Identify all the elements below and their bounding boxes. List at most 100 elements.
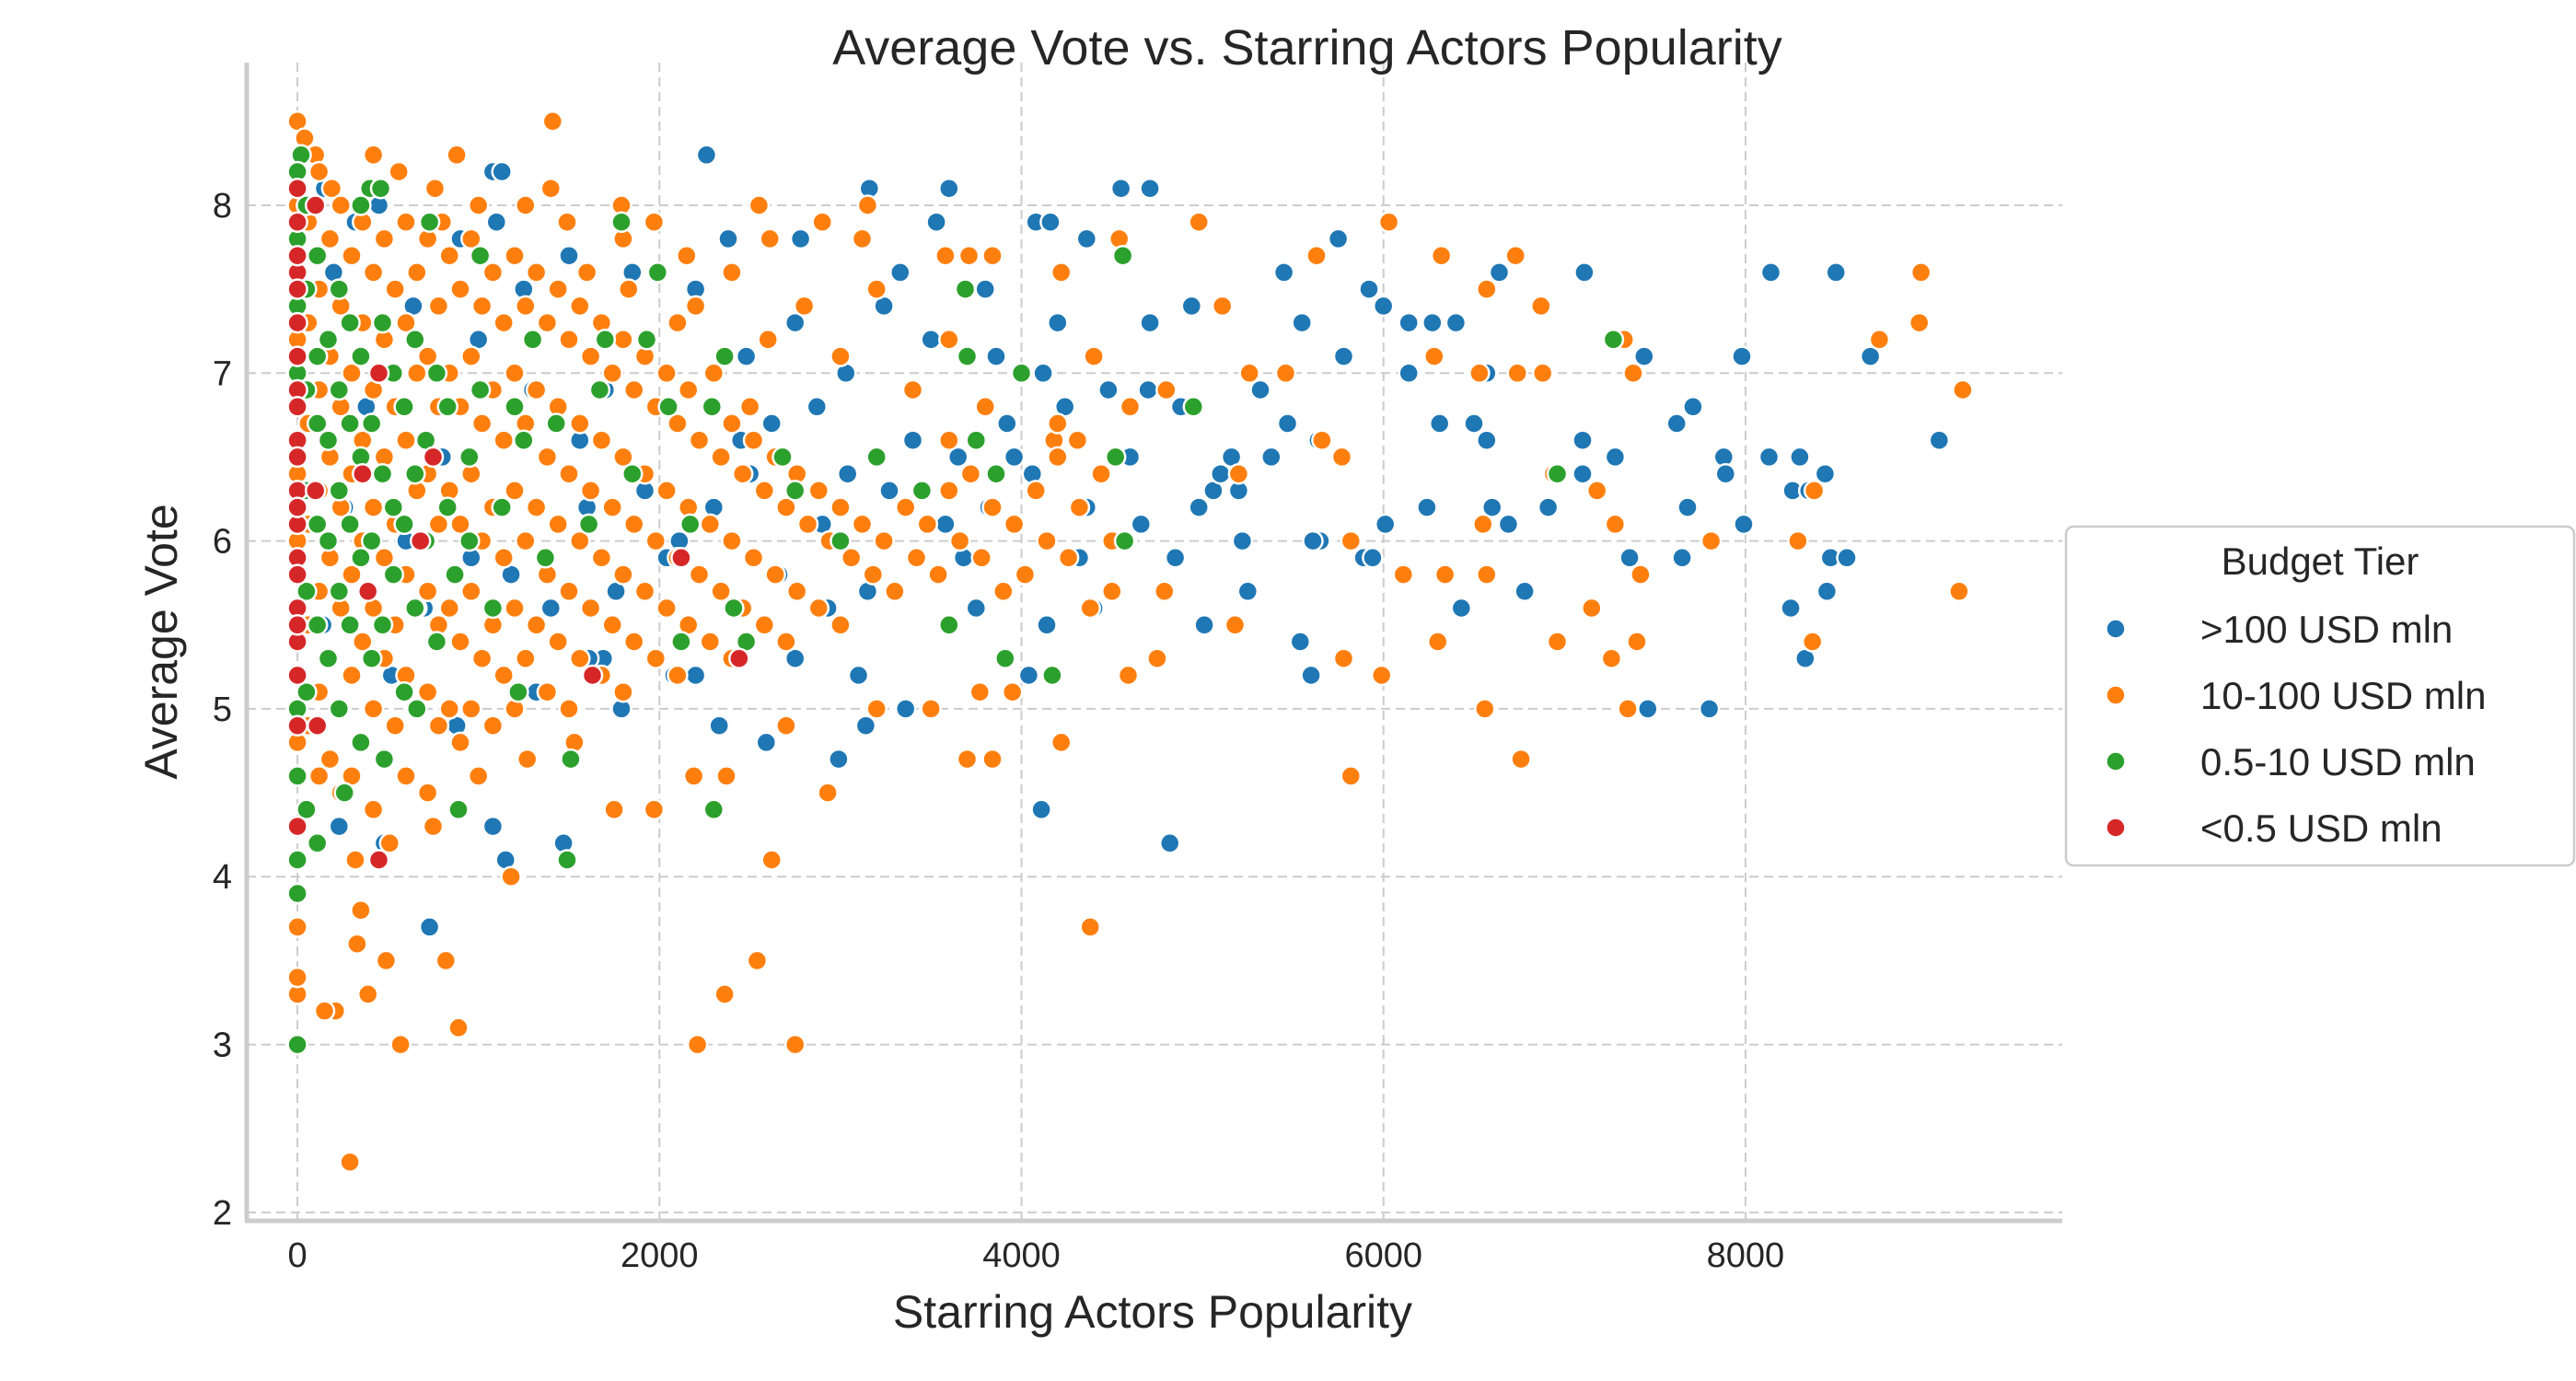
scatter-point xyxy=(925,211,947,233)
y-tick-label: 7 xyxy=(213,354,232,393)
scatter-point xyxy=(1139,311,1161,334)
scatter-point xyxy=(1305,244,1328,267)
scatter-point xyxy=(384,278,406,300)
scatter-point xyxy=(1700,529,1723,552)
scatter-point xyxy=(1600,647,1623,669)
scatter-point xyxy=(965,429,988,451)
scatter-point xyxy=(404,462,426,485)
scatter-point xyxy=(1445,311,1468,334)
scatter-point xyxy=(1677,496,1699,518)
scatter-point xyxy=(601,496,623,518)
scatter-point xyxy=(851,227,874,250)
scatter-point xyxy=(328,580,351,603)
scatter-point xyxy=(1472,513,1494,536)
scatter-point xyxy=(1604,446,1627,469)
y-tick-label: 5 xyxy=(213,690,232,729)
scatter-point xyxy=(493,547,515,569)
scatter-point xyxy=(525,261,548,284)
scatter-point xyxy=(485,211,508,233)
x-tick-label: 6000 xyxy=(1344,1236,1422,1275)
scatter-point xyxy=(469,378,492,401)
scatter-point xyxy=(1428,412,1451,435)
scatter-point xyxy=(469,244,492,267)
scatter-point xyxy=(1047,311,1069,334)
scatter-point xyxy=(699,513,722,536)
scatter-point xyxy=(612,446,634,469)
scatter-point xyxy=(686,1033,709,1056)
scatter-point xyxy=(656,480,678,502)
scatter-point xyxy=(612,680,634,703)
scatter-point xyxy=(416,345,439,367)
scatter-point xyxy=(994,647,1016,669)
scatter-point xyxy=(286,177,308,200)
scatter-point xyxy=(757,329,779,351)
scatter-point xyxy=(753,614,776,636)
scatter-point xyxy=(688,429,711,451)
scatter-point xyxy=(491,160,513,183)
scatter-point xyxy=(1426,631,1449,653)
scatter-point xyxy=(1928,429,1951,451)
scatter-point xyxy=(371,311,394,334)
scatter-point xyxy=(851,513,874,536)
scatter-point xyxy=(1430,244,1453,267)
scatter-point xyxy=(328,378,351,401)
scatter-point xyxy=(785,580,808,603)
scatter-point xyxy=(1188,211,1210,233)
scatter-point xyxy=(482,597,505,620)
scatter-point xyxy=(676,244,698,267)
axes xyxy=(244,63,2062,1224)
y-tick-label: 2 xyxy=(213,1194,232,1233)
scatter-point xyxy=(317,529,340,552)
scatter-point xyxy=(406,698,428,720)
scatter-point xyxy=(569,529,591,552)
scatter-point xyxy=(1474,698,1496,720)
scatter-point xyxy=(965,597,988,620)
scatter-point xyxy=(362,261,385,284)
scatter-point xyxy=(764,563,786,586)
scatter-point xyxy=(446,144,468,167)
scatter-point xyxy=(1398,362,1420,385)
scatter-point xyxy=(1047,412,1069,435)
scatter-point xyxy=(558,698,580,720)
scatter-point xyxy=(1476,429,1498,451)
scatter-point xyxy=(760,849,783,871)
scatter-point xyxy=(1531,362,1554,385)
scatter-point xyxy=(482,261,505,284)
scatter-point xyxy=(1617,698,1639,720)
scatter-point xyxy=(304,480,327,502)
scatter-point xyxy=(536,446,559,469)
scatter-point xyxy=(974,396,996,418)
scatter-point xyxy=(356,983,379,1005)
scatter-point xyxy=(657,396,679,418)
scatter-point xyxy=(416,782,439,804)
scatter-point xyxy=(894,496,917,518)
scatter-point xyxy=(643,211,666,233)
scatter-point xyxy=(306,832,329,854)
scatter-point xyxy=(934,513,957,536)
scatter-point xyxy=(416,580,439,603)
scatter-point xyxy=(970,547,992,569)
scatter-point xyxy=(1671,547,1693,569)
scatter-point xyxy=(1340,529,1363,552)
scatter-point xyxy=(393,396,415,418)
scatter-point xyxy=(1113,529,1136,552)
scatter-point xyxy=(1476,278,1498,300)
scatter-point xyxy=(1231,529,1254,552)
scatter-point xyxy=(1602,329,1625,351)
scatter-point xyxy=(438,597,460,620)
scatter-point xyxy=(286,714,308,737)
scatter-point xyxy=(783,1033,806,1056)
scatter-point xyxy=(974,278,996,300)
scatter-point xyxy=(1530,295,1552,318)
scatter-point xyxy=(1421,311,1444,334)
scatter-point xyxy=(1370,664,1393,687)
scatter-point xyxy=(1039,211,1062,233)
scatter-point xyxy=(905,547,928,569)
scatter-point xyxy=(710,446,732,469)
x-tick-labels: 0 2000 4000 6000 8000 xyxy=(287,1236,1784,1275)
scatter-point xyxy=(783,647,806,669)
scatter-point xyxy=(920,698,942,720)
scatter-point xyxy=(558,580,580,603)
scatter-point xyxy=(1450,597,1473,620)
scatter-point xyxy=(938,329,960,351)
